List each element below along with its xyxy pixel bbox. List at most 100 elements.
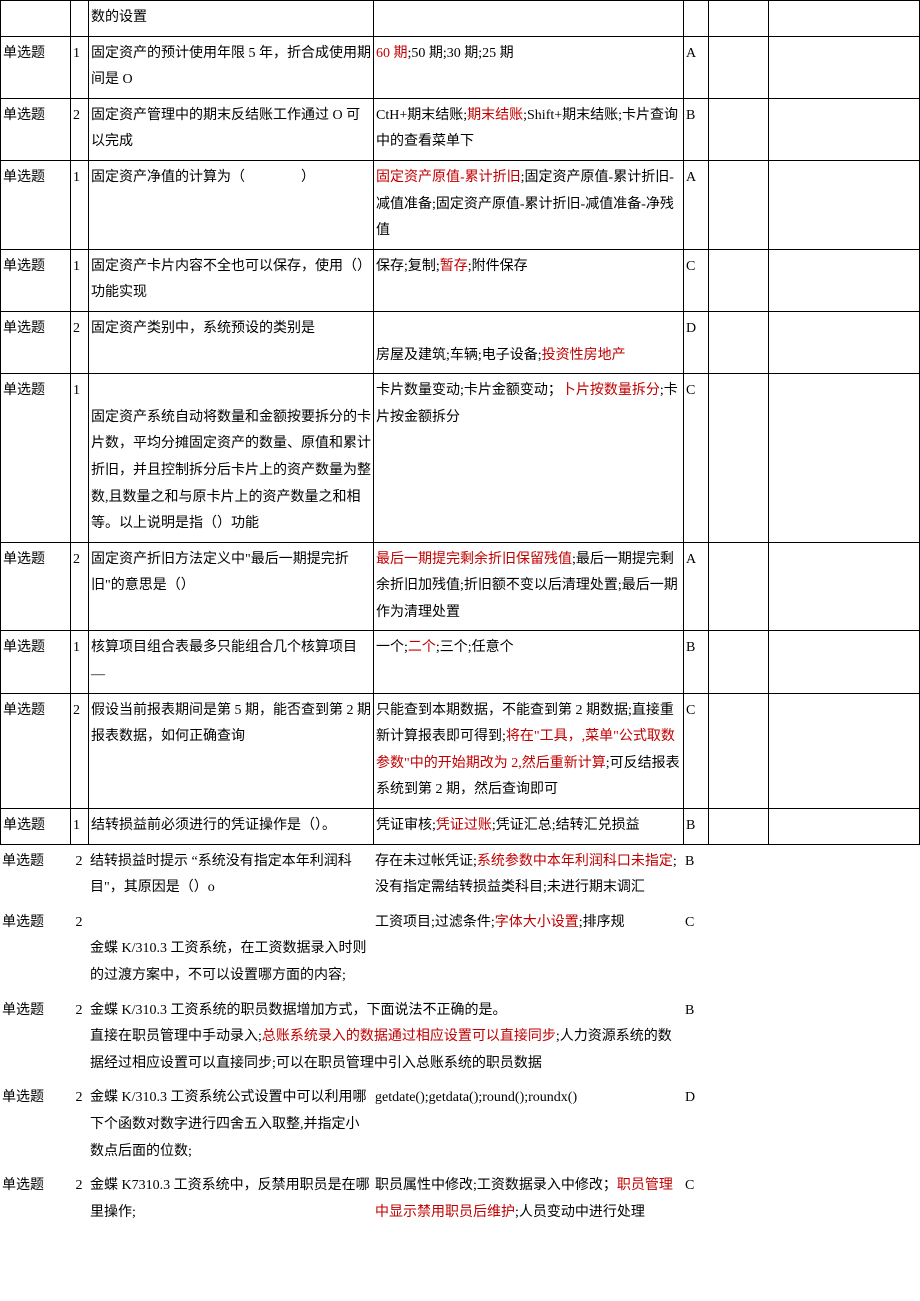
question-index: 2	[70, 1081, 88, 1169]
question-stem: 固定资产类别中，系统预设的类别是	[89, 311, 374, 373]
empty-cell	[769, 1, 920, 37]
empty-cell	[708, 1081, 768, 1169]
table-row: 单选题2金蝶 K/310.3 工资系统公式设置中可以利用哪下个函数对数字进行四舍…	[0, 1081, 920, 1169]
table-row: 单选题1固定资产净值的计算为（ ）固定资产原值-累计折旧;固定资产原值-累计折旧…	[1, 160, 920, 249]
empty-cell	[709, 374, 769, 543]
table-row: 单选题2固定资产折旧方法定义中"最后一期提完折旧"的意思是（）最后一期提完剩余折…	[1, 542, 920, 631]
question-stem: 数的设置	[89, 1, 374, 37]
question-index: 2	[71, 311, 89, 373]
plain-text: getdate();getdata();round();roundx()	[375, 1090, 577, 1105]
empty-cell	[709, 36, 769, 98]
question-index: 1	[71, 36, 89, 98]
table-row: 单选题1核算项目组合表最多只能组合几个核算项目 —一个;二个;三个;任意个B	[1, 631, 920, 693]
question-stem: 结转损益前必须进行的凭证操作是（）。	[89, 809, 374, 845]
question-index: 2	[71, 98, 89, 160]
question-options: 房屋及建筑;车辆;电子设备;投资性房地产	[374, 311, 684, 373]
plain-text: 数的设置	[91, 10, 147, 25]
question-stem: 固定资产系统自动将数量和金额按要拆分的卡片数，平均分摊固定资产的数量、原值和累计…	[89, 374, 374, 543]
question-type: 单选题	[1, 98, 71, 160]
highlighted-text: 期末结账	[467, 108, 523, 123]
question-options: 工资项目;过滤条件;字体大小设置;排序规	[373, 906, 683, 994]
empty-cell	[709, 693, 769, 808]
question-type: 单选题	[0, 1169, 70, 1230]
highlighted-text: 最后一期提完剩余折旧保留残值	[376, 552, 572, 567]
plain-text: 一个;	[376, 640, 408, 655]
answer-key: B	[684, 98, 709, 160]
question-options: 固定资产原值-累计折旧;固定资产原值-累计折旧-减值准备;固定资产原值-累计折旧…	[374, 160, 684, 249]
empty-cell	[708, 844, 768, 906]
table-row: 单选题1固定资产的预计使用年限 5 年，折合成使用期间是 O60 期;50 期;…	[1, 36, 920, 98]
question-type: 单选题	[1, 631, 71, 693]
empty-cell	[709, 542, 769, 631]
table-row: 单选题2金蝶 K/310.3 工资系统，在工资数据录入时则的过渡方案中，不可以设…	[0, 906, 920, 994]
question-stem: 结转损益时提示 “系统没有指定本年利润科目"，其原因是（）o	[88, 844, 373, 906]
plain-text: 固定资产折旧方法定义中"最后一期提完折旧"的意思是（）	[91, 552, 349, 594]
table-row: 单选题2金蝶 K7310.3 工资系统中，反禁用职员是在哪里操作;职员属性中修改…	[0, 1169, 920, 1230]
table-row: 单选题1结转损益前必须进行的凭证操作是（）。凭证审核;凭证过账;凭证汇总;结转汇…	[1, 809, 920, 845]
empty-cell	[768, 994, 920, 1082]
question-options: 存在未过帐凭证;系统参数中本年利润科口未指定;没有指定需结转损益类科目;未进行期…	[373, 844, 683, 906]
empty-cell	[709, 249, 769, 311]
question-stem: 固定资产卡片内容不全也可以保存，使用（）功能实现	[89, 249, 374, 311]
question-stem-and-options: 金蝶 K/310.3 工资系统的职员数据增加方式，下面说法不正确的是。直接在职员…	[88, 994, 683, 1082]
highlighted-text: 60 期	[376, 46, 408, 61]
question-stem: 金蝶 K7310.3 工资系统中，反禁用职员是在哪里操作;	[88, 1169, 373, 1230]
table-row: 单选题2假设当前报表期间是第 5 期，能否查到第 2 期报表数据，如何正确查询只…	[1, 693, 920, 808]
question-stem: 金蝶 K/310.3 工资系统公式设置中可以利用哪下个函数对数字进行四舍五入取整…	[88, 1081, 373, 1169]
empty-cell	[708, 994, 768, 1082]
plain-text: 固定资产净值的计算为（ ）	[91, 170, 315, 185]
question-stem: 固定资产管理中的期末反结账工作通过 O 可以完成	[89, 98, 374, 160]
plain-text: 固定资产卡片内容不全也可以保存，使用（）功能实现	[91, 259, 371, 301]
plain-text: ;附件保存	[468, 259, 528, 274]
plain-text: 存在未过帐凭证;	[375, 854, 477, 869]
empty-cell	[709, 631, 769, 693]
question-index: 2	[70, 844, 88, 906]
question-stem: 核算项目组合表最多只能组合几个核算项目 —	[89, 631, 374, 693]
empty-cell	[709, 1, 769, 37]
table-row: 数的设置	[1, 1, 920, 37]
question-index: 2	[71, 542, 89, 631]
plain-text: ;50 期;30 期;25 期	[408, 46, 514, 61]
question-options: 最后一期提完剩余折旧保留残值;最后一期提完剩余折旧加残值;折旧额不变以后清理处置…	[374, 542, 684, 631]
question-stem: 固定资产的预计使用年限 5 年，折合成使用期间是 O	[89, 36, 374, 98]
empty-cell	[769, 809, 920, 845]
table-row: 单选题2结转损益时提示 “系统没有指定本年利润科目"，其原因是（）o存在未过帐凭…	[0, 844, 920, 906]
question-options: 只能查到本期数据，不能查到第 2 期数据;直接重新计算报表即可得到;将在"工具，…	[374, 693, 684, 808]
answer-key: A	[684, 36, 709, 98]
empty-cell	[709, 809, 769, 845]
empty-cell	[709, 98, 769, 160]
empty-cell	[769, 160, 920, 249]
plain-text: 固定资产系统自动将数量和金额按要拆分的卡片数，平均分摊固定资产的数量、原值和累计…	[91, 410, 371, 531]
question-options: getdate();getdata();round();roundx()	[373, 1081, 683, 1169]
question-options: CtH+期末结账;期末结账;Shift+期末结账;卡片查询中的查看菜单下	[374, 98, 684, 160]
question-options: 卡片数量变动;卡片金额变动；卜片按数量拆分;卡片按金额拆分	[374, 374, 684, 543]
question-type: 单选题	[1, 36, 71, 98]
empty-cell	[709, 160, 769, 249]
empty-cell	[769, 542, 920, 631]
plain-text: ;排序规	[579, 915, 625, 930]
highlighted-text: 字体大小设置	[495, 915, 579, 930]
question-index: 2	[70, 1169, 88, 1230]
answer-key: D	[683, 1081, 708, 1169]
answer-key: C	[684, 249, 709, 311]
plain-text: 金蝶 K/310.3 工资系统公式设置中可以利用哪下个函数对数字进行四舍五入取整…	[90, 1090, 367, 1158]
question-type: 单选题	[1, 311, 71, 373]
empty-cell	[769, 311, 920, 373]
table-row: 单选题1固定资产卡片内容不全也可以保存，使用（）功能实现保存;复制;暂存;附件保…	[1, 249, 920, 311]
highlighted-text: 系统参数中本年利润科口未指定	[477, 854, 673, 869]
highlighted-text: 卜片按数量拆分	[562, 383, 660, 398]
question-type: 单选题	[0, 1081, 70, 1169]
question-type: 单选题	[1, 374, 71, 543]
question-index: 1	[71, 374, 89, 543]
plain-text: 结转损益前必须进行的凭证操作是（）。	[91, 818, 336, 833]
question-stem: 金蝶 K/310.3 工资系统，在工资数据录入时则的过渡方案中，不可以设置哪方面…	[88, 906, 373, 994]
answer-key: C	[683, 906, 708, 994]
empty-cell	[769, 249, 920, 311]
question-type: 单选题	[1, 160, 71, 249]
answer-key	[684, 1, 709, 37]
question-type: 单选题	[1, 693, 71, 808]
question-index: 2	[71, 693, 89, 808]
plain-text: 核算项目组合表最多只能组合几个核算项目 —	[91, 640, 357, 682]
table-row: 单选题2固定资产类别中，系统预设的类别是房屋及建筑;车辆;电子设备;投资性房地产…	[1, 311, 920, 373]
answer-key: A	[684, 160, 709, 249]
